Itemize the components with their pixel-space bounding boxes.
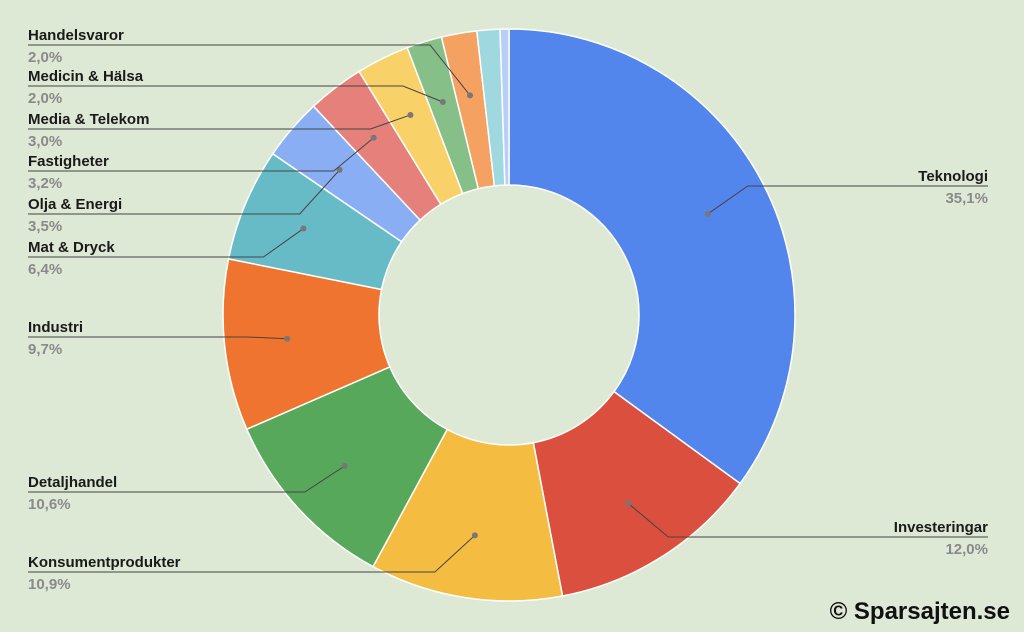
leader-line-detaljhandel	[28, 465, 346, 493]
leader-line-konsumentprodukter	[28, 535, 476, 573]
leader-line-industri	[28, 336, 288, 340]
leader-dot-mat-dryck	[300, 225, 307, 232]
label-value-mat-dryck: 6,4%	[28, 261, 62, 278]
label-name-fastigheter: Fastigheter	[28, 153, 109, 170]
slice-investeringar	[532, 390, 742, 597]
leader-line-olja-energi	[28, 169, 341, 215]
slice-vrigt-2	[499, 28, 510, 186]
label-value-medicin-h-lsa: 2,0%	[28, 90, 62, 107]
leader-dot-konsumentprodukter	[471, 532, 478, 539]
leader-dot-detaljhandel	[341, 462, 348, 469]
leader-line-teknologi	[707, 185, 988, 215]
label-value-media-telekom: 3,0%	[28, 133, 62, 150]
leader-line-media-telekom	[28, 114, 411, 130]
slice-labels: Teknologi 35,1% Investeringar 12,0% Konsumen…	[28, 27, 988, 593]
label-value-fastigheter: 3,2%	[28, 175, 62, 192]
label-name-olja-energi: Olja & Energi	[28, 196, 122, 213]
label-value-industri: 9,7%	[28, 341, 62, 358]
label-name-handelsvaror: Handelsvaror	[28, 27, 124, 44]
label-value-teknologi: 35,1%	[945, 190, 988, 207]
leader-dot-handelsvaror	[467, 92, 474, 99]
label-name-media-telekom: Media & Telekom	[28, 111, 149, 128]
leader-dot-teknologi	[704, 210, 711, 217]
leader-dot-fastigheter	[370, 134, 377, 141]
leader-line-medicin-h-lsa	[28, 85, 444, 103]
leader-line-fastigheter	[28, 137, 374, 172]
label-name-medicin-h-lsa: Medicin & Hälsa	[28, 68, 144, 85]
label-value-konsumentprodukter: 10,9%	[28, 576, 71, 593]
label-value-detaljhandel: 10,6%	[28, 496, 71, 513]
leader-dot-industri	[284, 335, 291, 342]
leader-line-mat-dryck	[28, 228, 304, 258]
leader-line-handelsvaror	[28, 44, 471, 96]
copyright-text: © Sparsajten.se	[829, 598, 1010, 625]
donut-slices	[222, 28, 796, 602]
label-name-konsumentprodukter: Konsumentprodukter	[28, 554, 181, 571]
label-name-detaljhandel: Detaljhandel	[28, 474, 117, 491]
label-value-investeringar: 12,0%	[945, 541, 988, 558]
label-name-teknologi: Teknologi	[918, 168, 988, 185]
leader-dot-medicin-h-lsa	[439, 99, 446, 106]
leader-line-investeringar	[627, 503, 988, 538]
leader-dot-media-telekom	[407, 111, 414, 118]
label-name-mat-dryck: Mat & Dryck	[28, 239, 115, 256]
label-name-investeringar: Investeringar	[894, 519, 988, 536]
label-value-olja-energi: 3,5%	[28, 218, 62, 235]
leader-dot-investeringar	[625, 500, 632, 507]
slice-teknologi	[508, 28, 796, 485]
label-value-handelsvaror: 2,0%	[28, 49, 62, 66]
leader-dot-olja-energi	[336, 166, 343, 173]
label-name-industri: Industri	[28, 319, 83, 336]
